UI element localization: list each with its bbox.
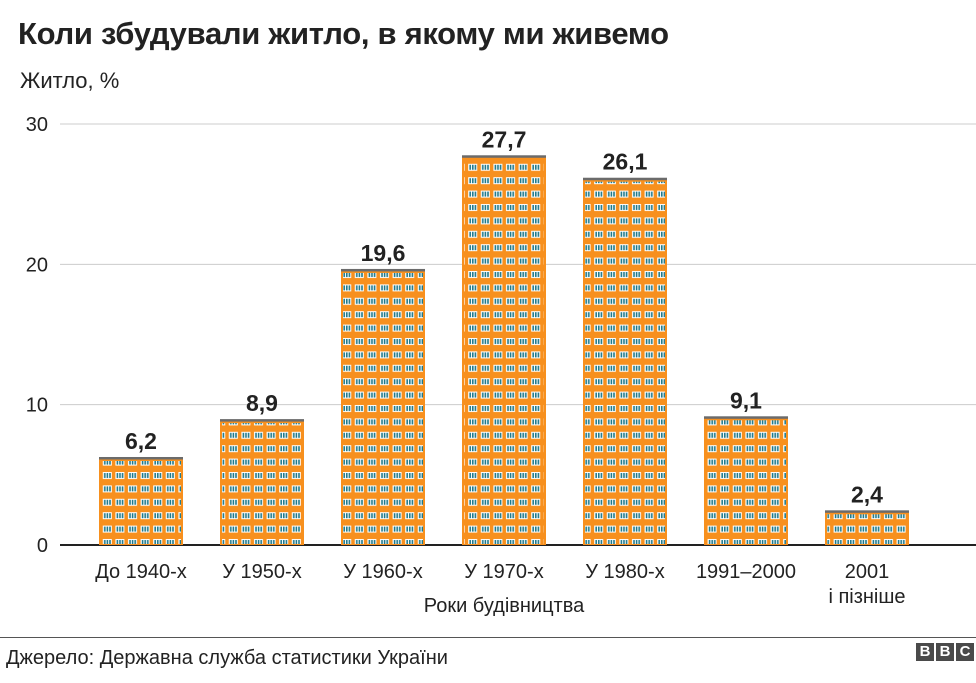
x-tick-label: У 1960-х — [343, 561, 422, 583]
bar-windows — [827, 514, 907, 544]
bar — [704, 416, 788, 545]
bar-windows — [222, 423, 302, 544]
bar — [825, 510, 909, 545]
value-label: 19,6 — [361, 240, 406, 266]
bar-windows — [706, 420, 786, 544]
y-tick-label: 30 — [26, 114, 48, 136]
bar-roof — [825, 510, 909, 513]
x-tick-label: 2001 — [845, 561, 890, 583]
bar — [583, 177, 667, 546]
bar — [462, 155, 546, 545]
logo-letter: C — [956, 643, 974, 661]
value-label: 2,4 — [851, 481, 883, 507]
bbc-logo: B B C — [916, 643, 974, 661]
value-label: 6,2 — [125, 428, 157, 454]
logo-letter: B — [936, 643, 954, 661]
footer-divider — [0, 637, 976, 638]
bar-roof — [704, 416, 788, 419]
y-tick-label: 20 — [26, 254, 48, 276]
x-tick-label: 1991–2000 — [696, 561, 796, 583]
bar-roof — [583, 177, 667, 181]
bar — [99, 456, 183, 545]
x-tick-label: До 1940-х — [95, 561, 187, 583]
x-tick-label: У 1970-х — [464, 561, 543, 583]
bar-roof — [99, 456, 183, 460]
source-note: Джерело: Державна служба статистики Укра… — [6, 647, 448, 669]
bar-windows — [343, 272, 423, 544]
bar-windows — [585, 181, 665, 545]
y-tick-label: 10 — [26, 395, 48, 417]
x-tick-label: і пізніше — [828, 586, 905, 608]
value-label: 27,7 — [482, 126, 527, 152]
bar-windows — [464, 159, 544, 544]
x-axis-title: Роки будівництва — [424, 595, 585, 617]
bar-roof — [462, 155, 546, 158]
chart-title: Коли збудували житло, в якому ми живемо — [18, 16, 669, 51]
value-label: 8,9 — [246, 390, 278, 416]
value-label: 9,1 — [730, 387, 762, 413]
logo-letter: B — [916, 643, 934, 661]
bar-windows — [101, 460, 181, 544]
bar — [220, 419, 304, 545]
y-tick-label: 0 — [37, 535, 48, 557]
x-tick-label: У 1980-х — [585, 561, 664, 583]
x-tick-label: У 1950-х — [222, 561, 301, 583]
bar — [341, 268, 425, 545]
bar-roof — [220, 419, 304, 422]
bar-roof — [341, 268, 425, 272]
value-label: 26,1 — [603, 149, 648, 175]
y-axis-label: Житло, % — [20, 68, 120, 93]
bar-chart: 0 10 20 30 6,2 До 1940-х 8,9 У 1950-х 19,6 У 196… — [26, 114, 976, 617]
